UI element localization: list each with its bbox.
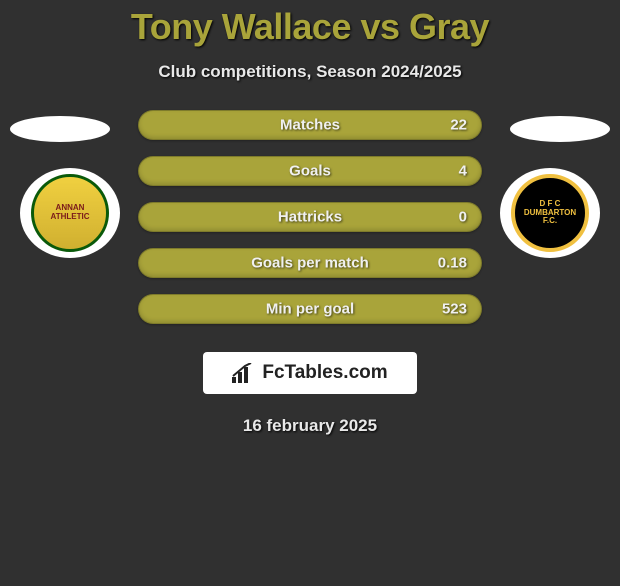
- left-team-badge: ANNAN ATHLETIC: [20, 168, 120, 258]
- stat-label: Goals per match: [251, 255, 369, 272]
- stat-value: 0.18: [438, 255, 467, 272]
- stat-value: 22: [450, 117, 467, 134]
- stat-value: 4: [459, 163, 467, 180]
- page-title: Tony Wallace vs Gray: [0, 6, 620, 48]
- right-player-oval: [510, 116, 610, 142]
- stat-bar-goals: Goals 4: [138, 156, 482, 186]
- stat-bar-goals-per-match: Goals per match 0.18: [138, 248, 482, 278]
- stat-label: Goals: [289, 163, 331, 180]
- brand-text: FcTables.com: [262, 362, 387, 384]
- stat-bars: Matches 22 Goals 4 Hattricks 0 Goals per…: [138, 110, 482, 324]
- comparison-container: ANNAN ATHLETIC D F C DUMBARTON F.C. Matc…: [0, 110, 620, 436]
- stat-value: 0: [459, 209, 467, 226]
- left-player-oval: [10, 116, 110, 142]
- subtitle: Club competitions, Season 2024/2025: [0, 62, 620, 82]
- stat-label: Hattricks: [278, 209, 342, 226]
- stat-label: Min per goal: [266, 301, 354, 318]
- dumbarton-badge-icon: D F C DUMBARTON F.C.: [511, 174, 589, 252]
- date-text: 16 february 2025: [0, 416, 620, 436]
- right-team-badge: D F C DUMBARTON F.C.: [500, 168, 600, 258]
- stat-bar-min-per-goal: Min per goal 523: [138, 294, 482, 324]
- stat-bar-hattricks: Hattricks 0: [138, 202, 482, 232]
- brand-badge[interactable]: FcTables.com: [203, 352, 417, 394]
- stat-bar-matches: Matches 22: [138, 110, 482, 140]
- stat-label: Matches: [280, 117, 340, 134]
- bar-chart-icon: [232, 363, 256, 383]
- annan-badge-icon: ANNAN ATHLETIC: [31, 174, 109, 252]
- stat-value: 523: [442, 301, 467, 318]
